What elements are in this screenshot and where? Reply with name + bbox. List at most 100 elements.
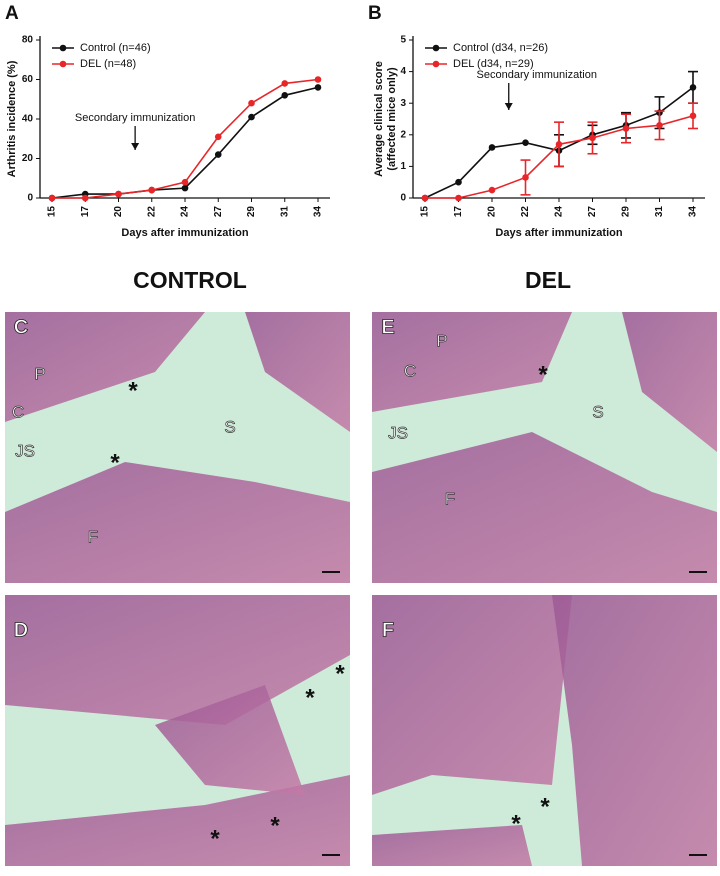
data-point <box>248 113 255 121</box>
legend-label: DEL (d34, n=29) <box>453 58 534 70</box>
tissue-region <box>552 595 717 866</box>
tissue-region <box>5 312 205 422</box>
y-axis-title: Arthritis incidence (%) <box>6 60 18 177</box>
legend-label: Control (d34, n=26) <box>453 42 548 54</box>
data-point <box>281 92 289 99</box>
data-point <box>314 76 322 83</box>
x-tick-label: 15 <box>47 206 58 218</box>
tissue-region <box>372 825 532 866</box>
y-tick-label: 60 <box>22 74 34 85</box>
data-point <box>455 194 462 202</box>
x-tick-label: 34 <box>688 206 699 218</box>
y-tick-label: 80 <box>22 35 34 46</box>
data-point <box>148 186 156 194</box>
data-point <box>281 80 289 87</box>
tissue-region <box>622 312 717 452</box>
scale-bar <box>689 571 707 573</box>
y-tick-label: 1 <box>400 161 406 172</box>
y-tick-label: 4 <box>400 66 406 77</box>
tissue-region <box>245 312 350 432</box>
x-tick-label: 22 <box>146 206 157 218</box>
y-tick-label: 0 <box>27 193 33 204</box>
data-point <box>181 178 189 186</box>
image-panel-label: D <box>14 619 28 641</box>
x-tick-label: 34 <box>313 206 324 218</box>
data-point <box>622 125 630 132</box>
x-axis-title: Days after immunization <box>495 227 622 239</box>
x-tick-label: 22 <box>520 206 531 218</box>
data-point <box>314 84 322 91</box>
data-point <box>522 174 529 181</box>
data-point <box>689 84 697 91</box>
x-tick-label: 24 <box>554 206 565 218</box>
y-tick-label: 2 <box>400 129 406 140</box>
data-point <box>248 99 255 107</box>
data-point <box>522 139 529 146</box>
heading: DEL <box>525 267 571 293</box>
tissue-label: P <box>34 364 45 383</box>
annotation: Secondary immunization <box>75 112 195 124</box>
x-tick-label: 17 <box>80 206 91 218</box>
scale-bar <box>322 571 340 573</box>
data-point <box>455 178 462 186</box>
legend-label: Control (n=46) <box>80 42 151 54</box>
asterisk: * <box>335 660 345 687</box>
tissue-label: JS <box>388 423 408 442</box>
asterisk: * <box>210 825 220 852</box>
data-point <box>81 194 89 202</box>
legend-marker <box>59 44 67 52</box>
annotation: Secondary immunization <box>477 69 597 81</box>
scale-bar <box>322 854 340 856</box>
data-point <box>214 151 222 158</box>
arrow-head <box>504 103 513 110</box>
data-point <box>214 133 222 141</box>
x-tick-label: 15 <box>420 206 431 218</box>
tissue-region <box>372 312 572 412</box>
x-tick-label: 20 <box>487 206 498 218</box>
tissue-label: S <box>592 402 603 421</box>
y-tick-label: 20 <box>22 153 34 164</box>
y-tick-label: 5 <box>400 35 406 46</box>
tissue-label: P <box>436 331 447 350</box>
histology-image: F * * <box>372 595 717 866</box>
legend-marker <box>59 60 67 68</box>
data-point <box>421 194 429 202</box>
x-tick-label: 31 <box>654 206 665 218</box>
asterisk: * <box>538 361 548 388</box>
tissue-label: JS <box>15 441 35 460</box>
tissue-region <box>155 685 305 795</box>
tissue-region <box>5 775 350 866</box>
asterisk: * <box>110 449 120 476</box>
tissue-label: F <box>445 489 455 508</box>
scale-bar <box>689 854 707 856</box>
data-point <box>656 122 663 129</box>
tissue-label: F <box>88 527 98 546</box>
tissue-region <box>372 432 717 583</box>
legend-marker <box>432 44 440 52</box>
panel-label: B <box>368 3 382 24</box>
tissue-label: C <box>12 402 24 421</box>
x-tick-label: 17 <box>453 206 464 218</box>
data-point <box>555 140 563 148</box>
data-point <box>689 112 697 120</box>
heading: CONTROL <box>133 267 247 293</box>
x-tick-label: 29 <box>621 206 632 218</box>
image-panel-label: C <box>14 316 28 338</box>
tissue-region <box>372 595 572 795</box>
legend-label: DEL (n=48) <box>80 58 136 70</box>
asterisk: * <box>270 812 280 839</box>
x-tick-label: 20 <box>113 206 124 218</box>
legend-marker <box>432 60 440 68</box>
arrow-head <box>131 143 140 150</box>
asterisk: * <box>128 377 138 404</box>
x-tick-label: 29 <box>246 206 257 218</box>
data-point <box>181 184 189 192</box>
y-axis-title: Average clinical score <box>373 61 385 177</box>
panel-label: A <box>5 3 19 24</box>
y-axis-title: (affected mice only) <box>386 67 398 171</box>
x-axis-title: Days after immunization <box>121 227 248 239</box>
image-panel-label: E <box>381 316 394 338</box>
y-tick-label: 0 <box>400 193 406 204</box>
